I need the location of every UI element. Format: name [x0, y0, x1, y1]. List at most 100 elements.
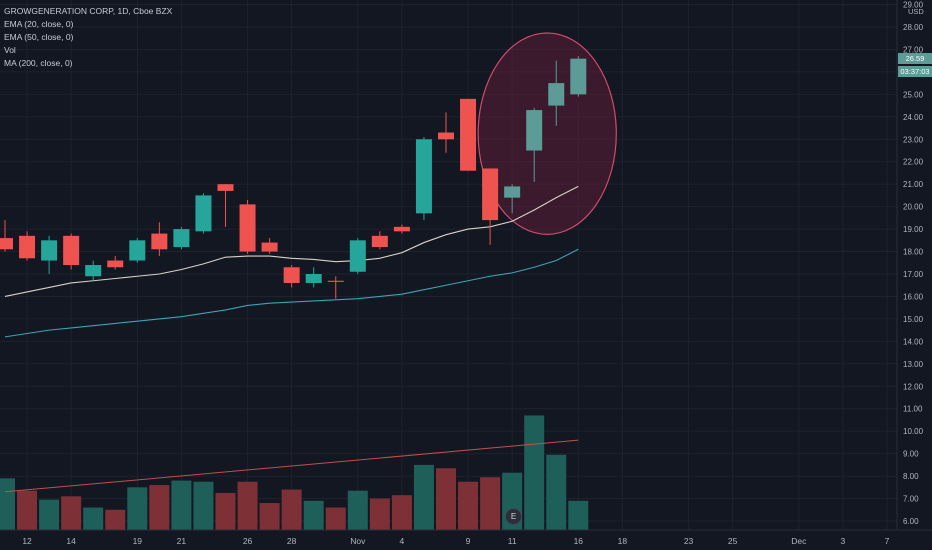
candle-body [151, 233, 168, 250]
price-tick-label: 10.00 [903, 427, 924, 436]
volume-bar [105, 509, 126, 530]
highlight-ellipse [477, 32, 617, 235]
volume-bar [458, 481, 479, 530]
volume-bar [83, 507, 104, 530]
price-tick-label: 16.00 [903, 292, 924, 301]
volume-bar [347, 490, 368, 530]
price-tick-label: 12.00 [903, 382, 924, 391]
date-tick-label: 12 [22, 536, 32, 546]
candlesticks [0, 56, 587, 299]
candle-body [482, 168, 499, 221]
symbol-title[interactable]: GROWGENERATION CORP, 1D, Cboe BZX [4, 6, 173, 16]
earnings-marker[interactable]: E [505, 508, 522, 525]
indicator-volume-label[interactable]: Vol [4, 45, 16, 55]
volume-bar [237, 481, 258, 530]
volume-bars [0, 415, 589, 530]
date-tick-label: 23 [684, 536, 694, 546]
indicator-ema50-label[interactable]: EMA (50, close, 0) [4, 32, 74, 42]
date-tick-label: 7 [885, 536, 890, 546]
candle-body [349, 240, 366, 272]
volume-bar [17, 490, 38, 530]
price-tick-label: 11.00 [903, 405, 923, 414]
price-tick-label: 9.00 [903, 450, 919, 459]
price-tick-label: 22.00 [903, 158, 924, 167]
volume-bar [436, 468, 456, 530]
date-tick-label: 9 [466, 536, 471, 546]
date-tick-label: 3 [841, 536, 846, 546]
volume-bar [413, 464, 434, 530]
price-tick-label: 14.00 [903, 337, 924, 346]
candle-body [239, 204, 256, 252]
volume-bar [127, 487, 148, 530]
candle-body [129, 240, 146, 261]
volume-bar [0, 478, 15, 530]
candle-body [63, 235, 80, 266]
price-tick-label: 7.00 [903, 495, 919, 504]
indicator-ma200-label[interactable]: MA (200, close, 0) [4, 58, 73, 68]
candle-body [261, 242, 278, 252]
volume-bar [480, 477, 501, 530]
volume-bar [303, 500, 324, 530]
price-tick-label: 27.00 [903, 45, 924, 54]
date-tick-label: 11 [508, 536, 517, 546]
volume-bar [524, 415, 545, 530]
highlight-ellipse-layer [477, 32, 617, 235]
date-tick-label: 21 [177, 536, 187, 546]
volume-bar [568, 500, 589, 530]
bar-countdown-label: 03:37:03 [898, 66, 932, 77]
chart-legend: GROWGENERATION CORP, 1D, Cboe BZX EMA (2… [4, 5, 172, 70]
date-tick-label: 28 [287, 536, 297, 546]
candle-body [217, 184, 234, 191]
price-tick-label: 25.00 [903, 90, 924, 99]
price-tick-label: 18.00 [903, 248, 924, 257]
candle-body [415, 139, 432, 214]
date-tick-label: 25 [728, 536, 738, 546]
last-price-label: 26.59 [898, 53, 932, 64]
candle-body [305, 274, 322, 283]
volume-bar [325, 507, 346, 530]
candle-body [371, 235, 388, 248]
volume-bar [215, 492, 236, 530]
date-tick-label: 19 [133, 536, 143, 546]
volume-bar [39, 499, 60, 530]
price-tick-label: 19.00 [903, 225, 924, 234]
candle-body [438, 132, 454, 140]
candle-body [327, 280, 344, 282]
candle-body [173, 229, 190, 248]
volume-bar [391, 495, 412, 530]
price-tick-label: 20.00 [903, 203, 924, 212]
date-tick-label: 16 [574, 536, 584, 546]
volume-bar [546, 454, 567, 530]
candle-body [460, 98, 477, 171]
ema20-line [4, 185, 579, 297]
price-tick-label: 15.00 [903, 315, 924, 324]
candle-body [0, 238, 13, 250]
candle-body [526, 110, 543, 151]
price-tick-label: 24.00 [903, 113, 924, 122]
volume-bar [369, 498, 390, 530]
candle-body [85, 265, 102, 277]
candle-body [548, 83, 565, 106]
candle-body [393, 226, 410, 232]
date-tick-label: Dec [791, 536, 807, 546]
time-axis[interactable]: 12 14 19 21 26 28 Nov 4 9 11 16 18 23 25 Dec 3 7 [22, 536, 889, 546]
date-tick-label: 4 [400, 536, 405, 546]
price-tick-label: 8.00 [903, 472, 919, 481]
volume-ma-line [4, 439, 579, 493]
price-tick-label: 21.00 [903, 180, 924, 189]
price-axis[interactable]: 6.00 7.00 8.00 9.00 10.00 11.00 12.00 13.00 14.0… [903, 1, 924, 526]
candle-body [504, 186, 521, 198]
currency-label: USD [908, 7, 924, 16]
volume-bar [259, 503, 280, 530]
price-tick-label: 13.00 [903, 360, 924, 369]
indicator-ema20-label[interactable]: EMA (20, close, 0) [4, 19, 74, 29]
date-tick-label: 14 [66, 536, 76, 546]
date-tick-label: Nov [350, 536, 366, 546]
volume-bar [281, 489, 302, 530]
price-tick-label: 6.00 [903, 517, 919, 526]
date-tick-label: 18 [618, 536, 628, 546]
candle-body [41, 240, 58, 261]
volume-bar [193, 481, 214, 530]
